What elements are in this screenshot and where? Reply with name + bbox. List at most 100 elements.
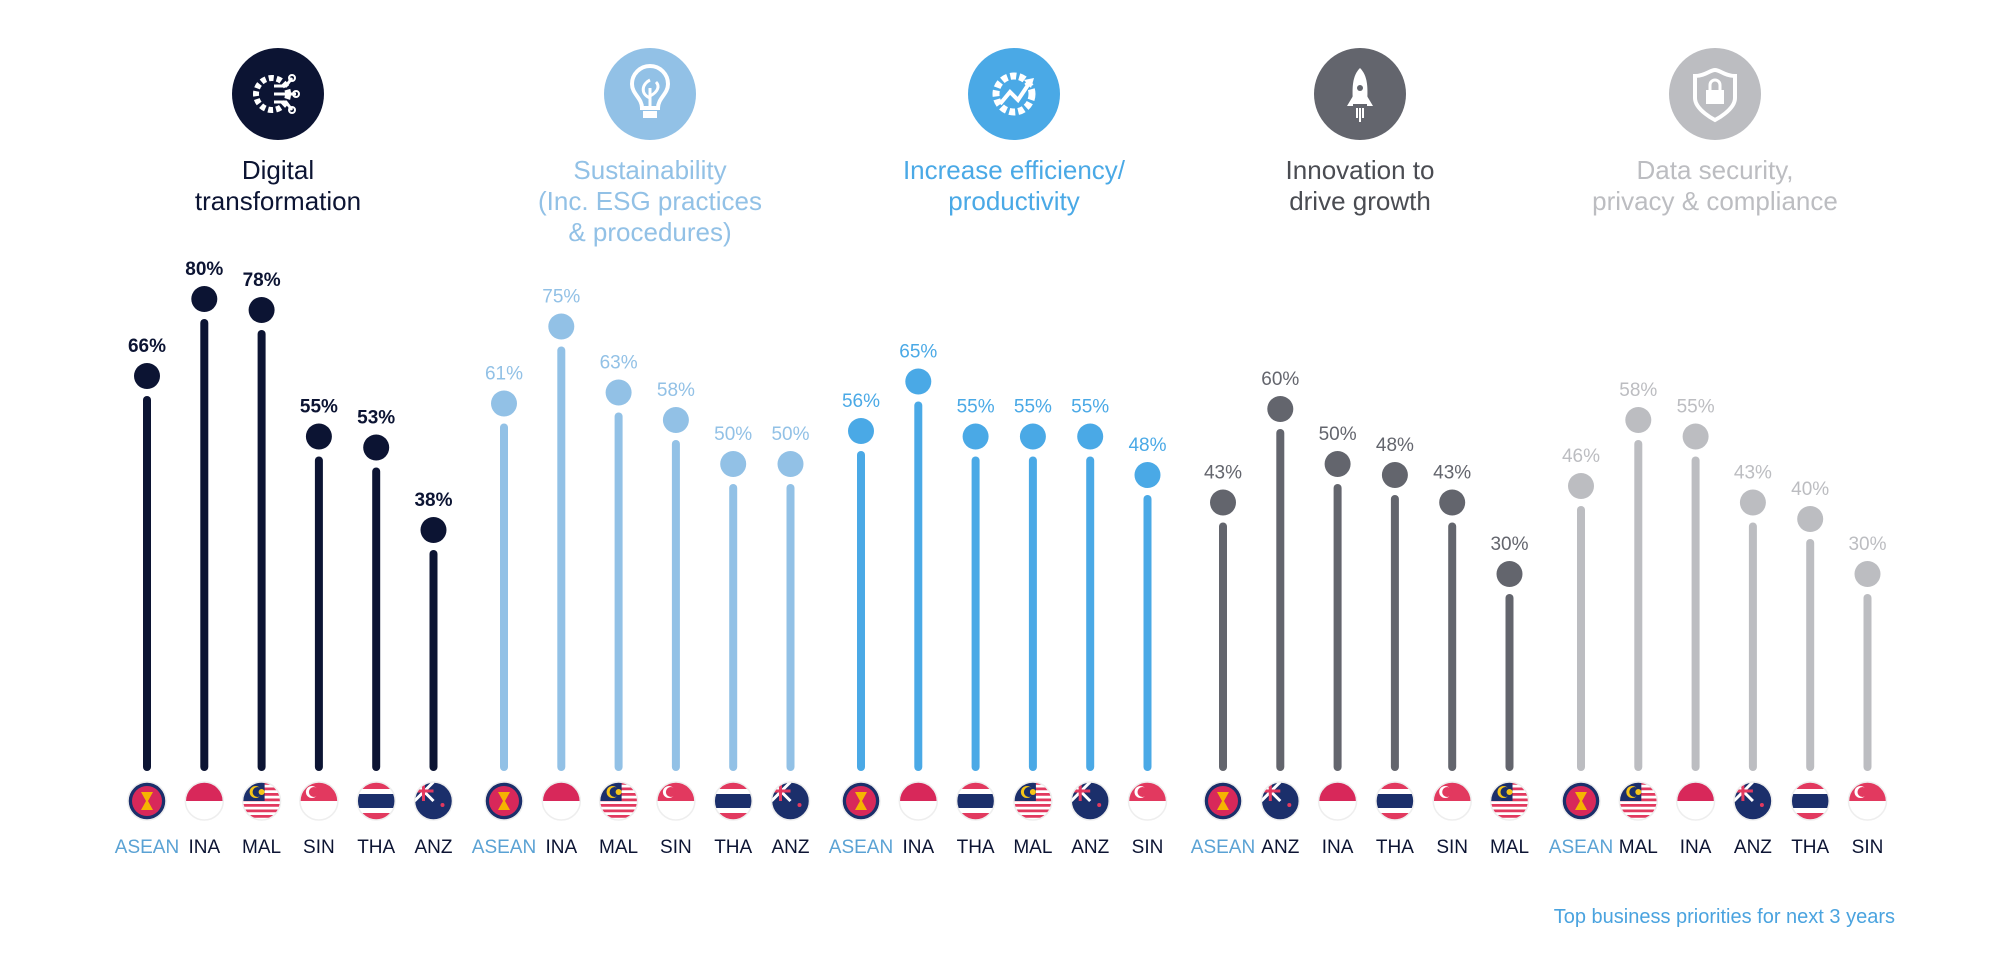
lollipop-dot xyxy=(191,286,218,312)
category-label: THA xyxy=(714,837,752,858)
group-title-line: Sustainability xyxy=(573,155,727,185)
flag-tha-icon xyxy=(713,781,753,821)
flag-anz-icon xyxy=(413,781,454,821)
flag-asean-icon xyxy=(484,781,524,821)
data-label: 65% xyxy=(899,342,937,363)
category-label: THA xyxy=(957,837,995,858)
lollipop-dot xyxy=(1267,396,1294,422)
data-label: 43% xyxy=(1204,463,1242,484)
lollipop-dot xyxy=(848,418,874,444)
lollipop-dot xyxy=(1381,462,1408,488)
data-label: 38% xyxy=(414,490,452,511)
flag-mal-icon xyxy=(1618,781,1659,821)
flag-asean-icon xyxy=(841,781,881,821)
data-label: 60% xyxy=(1261,369,1299,390)
flag-mal-icon xyxy=(1489,781,1530,821)
lollipop-dot xyxy=(905,368,932,395)
flag-asean-icon xyxy=(1203,781,1243,821)
data-label: 66% xyxy=(128,336,166,357)
category-label: INA xyxy=(188,837,220,858)
category-label: MAL xyxy=(1490,837,1529,858)
lightbulb-leaf-icon xyxy=(604,48,696,140)
lollipop-dot xyxy=(1625,407,1652,433)
data-label: 55% xyxy=(300,397,338,418)
data-label: 55% xyxy=(1677,397,1715,418)
category-label: MAL xyxy=(1013,837,1052,858)
data-label: 58% xyxy=(1619,380,1657,401)
flag-asean-icon xyxy=(127,781,167,821)
data-label: 40% xyxy=(1791,479,1829,500)
lollipop-dot xyxy=(1797,506,1824,532)
flag-anz-icon xyxy=(1260,781,1301,821)
flag-sin-icon xyxy=(1432,781,1472,821)
data-label: 48% xyxy=(1128,435,1166,456)
data-label: 53% xyxy=(357,408,395,429)
data-label: 46% xyxy=(1562,446,1600,467)
group-title-line: & procedures) xyxy=(568,217,732,247)
flag-sin-icon xyxy=(299,781,339,821)
flag-tha-icon xyxy=(1375,781,1415,821)
priority-group: 46% ASEAN 58% MAL 55% INA 43% ANZ 40% THA 30% SIN xyxy=(1549,48,1888,858)
priority-group: 56% ASEAN 65% INA 55% THA 55% MAL 55% ANZ 48% SIN xyxy=(829,48,1168,858)
lollipop-dot xyxy=(1682,423,1709,450)
category-label: SIN xyxy=(303,837,335,858)
category-label: ASEAN xyxy=(1549,837,1613,858)
data-label: 50% xyxy=(1319,424,1357,445)
category-label: ASEAN xyxy=(472,837,536,858)
data-label: 56% xyxy=(842,391,880,412)
lollipop-dot xyxy=(1496,561,1523,587)
flag-sin-icon xyxy=(656,781,696,821)
category-label: INA xyxy=(1322,837,1354,858)
group-title-line: Data security, xyxy=(1636,155,1794,185)
lollipop-dot xyxy=(363,434,390,461)
data-label: 78% xyxy=(243,270,281,291)
flag-asean-icon xyxy=(1561,781,1601,821)
flag-ina-icon xyxy=(1317,781,1358,821)
flag-anz-icon xyxy=(1733,781,1773,821)
data-label: 55% xyxy=(1071,397,1109,418)
flag-anz-icon xyxy=(1070,781,1110,821)
lollipop-dot xyxy=(248,297,275,323)
group-title-line: drive growth xyxy=(1289,186,1431,216)
priority-group: 61% ASEAN 75% INA 63% MAL 58% SIN 50% THA 50% ANZ xyxy=(472,48,811,858)
category-label: MAL xyxy=(599,837,638,858)
data-label: 55% xyxy=(957,397,995,418)
category-label: ANZ xyxy=(1261,837,1299,858)
lollipop-dot xyxy=(720,451,747,477)
data-label: 30% xyxy=(1848,534,1886,555)
data-label: 58% xyxy=(657,380,695,401)
category-label: SIN xyxy=(1852,837,1884,858)
data-label: 55% xyxy=(1014,397,1052,418)
lollipop-dot xyxy=(1019,423,1046,450)
lollipop-dot xyxy=(1439,489,1466,516)
data-label: 50% xyxy=(714,424,752,445)
rocket-icon xyxy=(1314,48,1406,140)
flag-tha-icon xyxy=(955,781,996,821)
category-label: SIN xyxy=(1132,837,1164,858)
category-label: INA xyxy=(902,837,934,858)
flag-sin-icon xyxy=(1847,781,1888,821)
category-label: INA xyxy=(1680,837,1712,858)
category-label: ASEAN xyxy=(1191,837,1255,858)
data-label: 50% xyxy=(771,424,809,445)
data-label: 48% xyxy=(1376,435,1414,456)
group-title: Digital transformation xyxy=(108,155,448,217)
lollipop-dot xyxy=(1324,451,1351,477)
gear-growth-icon xyxy=(968,48,1060,140)
flag-ina-icon xyxy=(541,781,582,821)
category-label: THA xyxy=(1791,837,1829,858)
lollipop-dot xyxy=(962,423,989,450)
lollipop-dot xyxy=(491,390,517,417)
lollipop-dot xyxy=(662,407,689,433)
lollipop-dot xyxy=(305,423,332,450)
flag-ina-icon xyxy=(898,781,939,821)
category-label: ANZ xyxy=(1071,837,1109,858)
category-label: MAL xyxy=(242,837,281,858)
lollipop-dot xyxy=(605,379,632,406)
category-label: ASEAN xyxy=(115,837,179,858)
group-title-line: transformation xyxy=(194,186,362,216)
lollipop-dot xyxy=(1739,489,1766,516)
chart-footer-caption: Top business priorities for next 3 years xyxy=(1553,906,1895,928)
flag-ina-icon xyxy=(1675,781,1716,821)
category-label: THA xyxy=(357,837,395,858)
